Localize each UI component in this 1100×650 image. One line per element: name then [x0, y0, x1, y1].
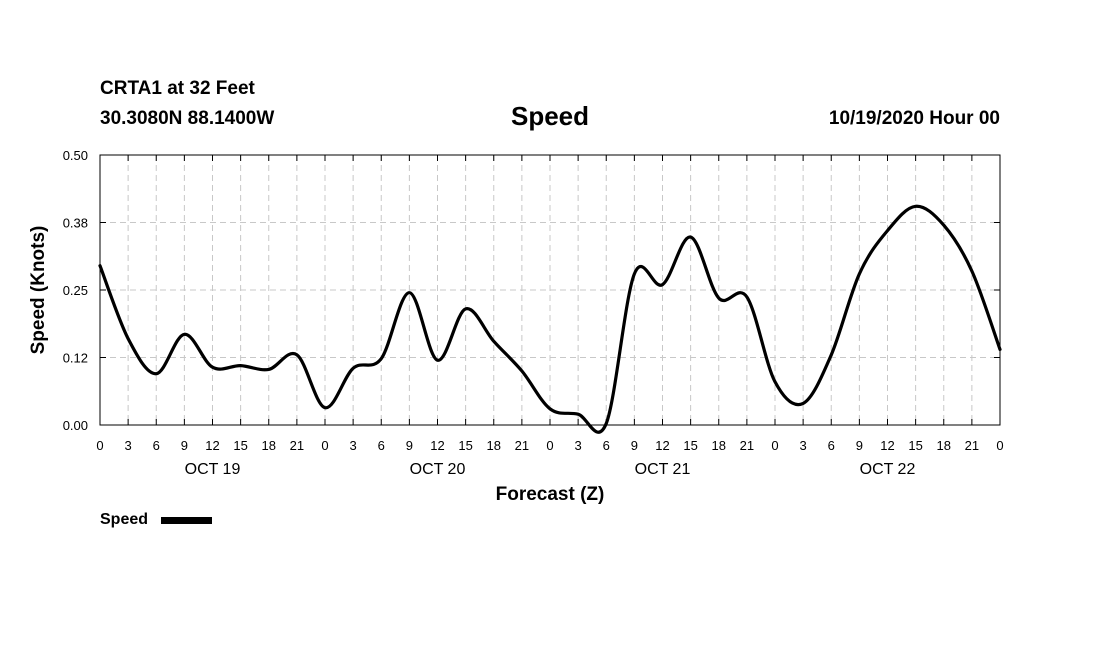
- x-tick-labels: 0 3 6 9 12 15 18 21 0 3 6 9 12 15 18 21 0 3 6 9 12 15 18 21 0 3 6 9…: [96, 438, 1003, 453]
- grid-lines: [100, 155, 1000, 425]
- x-tick-label: 9: [631, 438, 638, 453]
- x-tick-label: 18: [712, 438, 726, 453]
- y-tick-label: 0.12: [63, 351, 88, 366]
- x-tick-label: 9: [181, 438, 188, 453]
- x-tick-label: 0: [321, 438, 328, 453]
- x-tick-label: 18: [487, 438, 501, 453]
- x-tick-label: 21: [740, 438, 754, 453]
- y-axis-label: Speed (Knots): [28, 226, 49, 355]
- x-tick-label: 3: [575, 438, 582, 453]
- x-tick-label: 3: [125, 438, 132, 453]
- x-tick-label: 12: [430, 438, 444, 453]
- x-tick-label: 12: [880, 438, 894, 453]
- x-tick-label: 0: [996, 438, 1003, 453]
- x-tick-label: 6: [378, 438, 385, 453]
- x-tick-label: 15: [683, 438, 697, 453]
- speed-series-line: [98, 204, 1002, 434]
- datetime-label: 10/19/2020 Hour 00: [829, 108, 1000, 129]
- x-tick-label: 6: [153, 438, 160, 453]
- y-tick-label: 0.50: [63, 148, 88, 163]
- date-label: OCT 21: [635, 461, 691, 478]
- x-tick-label: 0: [96, 438, 103, 453]
- station-label: CRTA1 at 32 Feet: [100, 78, 256, 99]
- date-labels: OCT 19 OCT 20 OCT 21 OCT 22: [185, 461, 916, 478]
- y-tick-label: 0.00: [63, 418, 88, 433]
- x-tick-label: 18: [262, 438, 276, 453]
- x-tick-label: 12: [655, 438, 669, 453]
- x-tick-label: 9: [406, 438, 413, 453]
- y-tick-label: 0.38: [63, 216, 88, 231]
- x-tick-label: 0: [546, 438, 553, 453]
- y-tick-labels: 0.00 0.12 0.25 0.38 0.50: [63, 148, 88, 433]
- axis-ticks: [99, 154, 1001, 426]
- x-tick-label: 0: [771, 438, 778, 453]
- legend-swatch: [161, 517, 212, 524]
- x-tick-label: 15: [908, 438, 922, 453]
- x-tick-label: 3: [350, 438, 357, 453]
- y-tick-label: 0.25: [63, 283, 88, 298]
- x-tick-label: 15: [233, 438, 247, 453]
- x-tick-label: 6: [828, 438, 835, 453]
- legend-label: Speed: [100, 511, 148, 528]
- x-tick-label: 21: [515, 438, 529, 453]
- x-tick-label: 6: [603, 438, 610, 453]
- date-label: OCT 22: [860, 461, 916, 478]
- x-tick-label: 18: [937, 438, 951, 453]
- x-axis-label: Forecast (Z): [496, 484, 605, 505]
- date-label: OCT 20: [410, 461, 466, 478]
- x-tick-label: 3: [800, 438, 807, 453]
- x-tick-label: 15: [458, 438, 472, 453]
- x-tick-label: 9: [856, 438, 863, 453]
- chart-title: Speed: [511, 101, 589, 131]
- x-tick-label: 12: [205, 438, 219, 453]
- x-tick-label: 21: [965, 438, 979, 453]
- x-tick-label: 21: [290, 438, 304, 453]
- date-label: OCT 19: [185, 461, 241, 478]
- location-label: 30.3080N 88.1400W: [100, 108, 274, 129]
